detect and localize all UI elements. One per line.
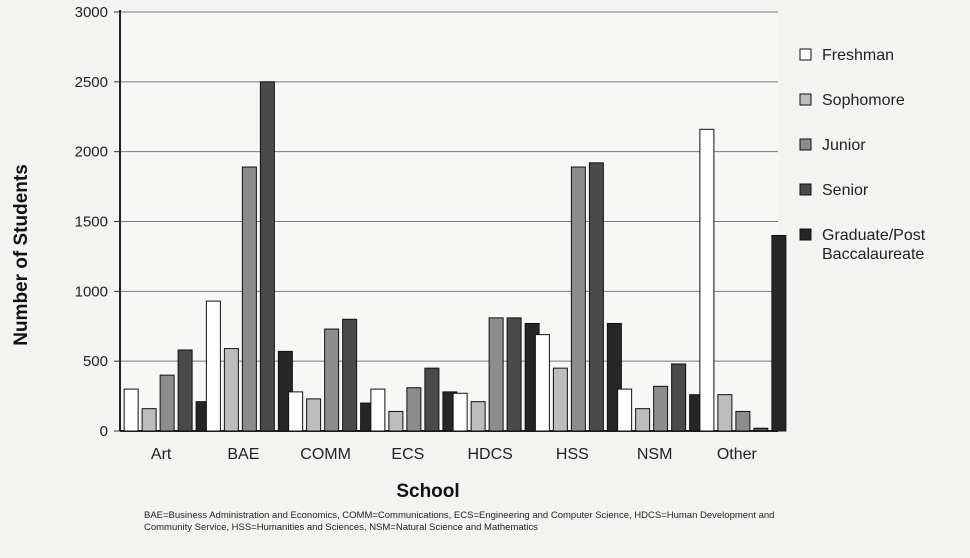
bar-hss-sophomore <box>552 367 568 432</box>
y-tick-label: 3000 <box>75 4 108 21</box>
bar-bae-freshman <box>205 300 221 432</box>
bar-ecs-senior <box>424 367 440 432</box>
legend-swatch <box>799 183 812 196</box>
bar-bae-sophomore <box>223 348 239 432</box>
x-tick-label: HDCS <box>467 446 512 463</box>
bar-other-junior <box>735 410 751 432</box>
x-tick-label: NSM <box>637 446 673 463</box>
bar-ecs-junior <box>406 387 422 432</box>
legend-label: Graduate/Post Baccalaureate <box>822 227 926 263</box>
bar-hdcs-senior <box>506 317 522 432</box>
bar-hss-junior <box>570 166 586 432</box>
legend-label: Sophomore <box>822 92 905 109</box>
legend-label: Freshman <box>822 47 894 64</box>
bar-bae-senior <box>259 81 275 432</box>
y-axis-ticks: 0 500 1000 1500 2000 2500 3000 <box>75 4 120 440</box>
x-tick-label: HSS <box>556 446 589 463</box>
y-tick-label: 2000 <box>75 144 108 161</box>
y-tick-label: 1000 <box>75 283 108 300</box>
y-axis-title: Number of Students <box>11 164 32 346</box>
legend-swatch <box>799 93 812 106</box>
bar-nsm-sophomore <box>635 408 651 432</box>
x-tick-label: ECS <box>391 446 424 463</box>
legend: Freshman Sophomore Junior Senior Graduate/Po… <box>799 47 926 263</box>
plot-area: 0 500 1000 1500 2000 2500 3000 Art BAE COMM ECS HD… <box>75 4 787 463</box>
y-tick-label: 1500 <box>75 214 108 231</box>
x-axis-categories: Art BAE COMM ECS HDCS HSS NSM Other <box>151 446 758 463</box>
legend-swatch <box>799 138 812 151</box>
bar-comm-senior <box>342 318 358 432</box>
bar-nsm-junior <box>653 385 669 432</box>
x-tick-label: COMM <box>300 446 351 463</box>
bar-hdcs-freshman <box>452 392 468 432</box>
x-tick-label: Art <box>151 446 172 463</box>
bar-other-graduate-post-baccalaureate <box>771 234 787 432</box>
y-tick-label: 500 <box>83 353 108 370</box>
legend-label: Junior <box>822 137 866 154</box>
bar-comm-junior <box>324 328 340 432</box>
bar-other-freshman <box>699 128 715 432</box>
bar-art-freshman <box>123 388 139 432</box>
bar-comm-sophomore <box>306 398 322 432</box>
bar-art-junior <box>159 374 175 432</box>
bar-hdcs-sophomore <box>470 401 486 432</box>
legend-label: Senior <box>822 182 869 199</box>
bar-ecs-sophomore <box>388 410 404 432</box>
bar-comm-freshman <box>288 391 304 432</box>
x-tick-label: BAE <box>227 446 259 463</box>
bar-hss-freshman <box>534 334 550 432</box>
bar-other-senior <box>753 427 769 432</box>
legend-swatch <box>799 48 812 61</box>
x-axis-title: School <box>396 481 459 502</box>
bar-bae-junior <box>241 166 257 432</box>
bar-other-sophomore <box>717 394 733 432</box>
bar-hss-senior <box>588 162 604 432</box>
footnote: BAE=Business Administration and Economic… <box>144 510 775 533</box>
bars <box>123 81 787 432</box>
y-tick-label: 2500 <box>75 74 108 91</box>
x-tick-label: Other <box>717 446 758 463</box>
bar-art-senior <box>177 349 193 432</box>
bar-nsm-freshman <box>617 388 633 432</box>
bar-nsm-senior <box>671 363 687 432</box>
bar-ecs-freshman <box>370 388 386 432</box>
bar-hdcs-junior <box>488 317 504 432</box>
bar-art-sophomore <box>141 408 157 432</box>
legend-swatch <box>799 228 812 241</box>
y-tick-label: 0 <box>100 423 108 440</box>
